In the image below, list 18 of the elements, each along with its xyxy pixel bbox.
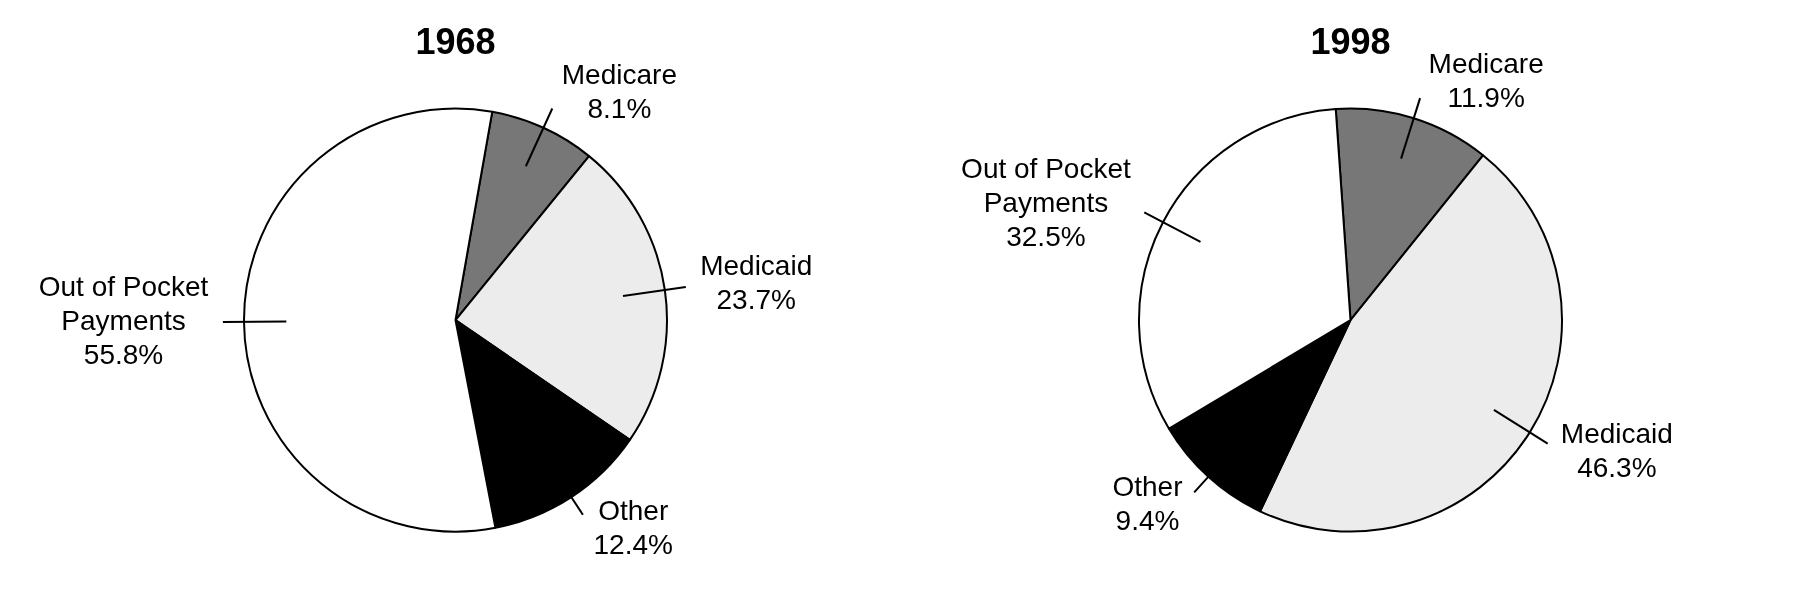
chart-title: 1968 [415, 20, 496, 62]
data-label: 32.5% [1006, 221, 1086, 253]
slice-label: Medicare [1428, 47, 1544, 79]
slice-label: Medicaid [1560, 418, 1673, 450]
slice-label: Medicare [561, 58, 677, 90]
data-label: 9.4% [1115, 504, 1180, 536]
data-label: 55.8% [83, 338, 164, 370]
slice-label: Out of Pocket Payments [961, 153, 1131, 219]
data-label: 23.7% [716, 284, 796, 316]
slice-label: Other [598, 494, 669, 526]
data-label: 8.1% [587, 92, 652, 124]
chart-title: 1998 [1310, 20, 1391, 62]
data-label: 12.4% [593, 528, 673, 560]
slice-label: Out of Pocket Payments [38, 270, 209, 336]
slice-label: Medicaid [700, 250, 813, 282]
data-label: 46.3% [1577, 452, 1657, 484]
data-label: 11.9% [1447, 81, 1525, 113]
slice-label: Other [1112, 470, 1183, 502]
